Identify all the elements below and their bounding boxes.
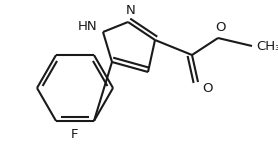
Text: HN: HN [77, 20, 97, 33]
Text: CH₃: CH₃ [256, 40, 278, 53]
Text: O: O [202, 81, 212, 94]
Text: N: N [126, 4, 136, 17]
Text: F: F [71, 128, 79, 141]
Text: O: O [216, 21, 226, 34]
